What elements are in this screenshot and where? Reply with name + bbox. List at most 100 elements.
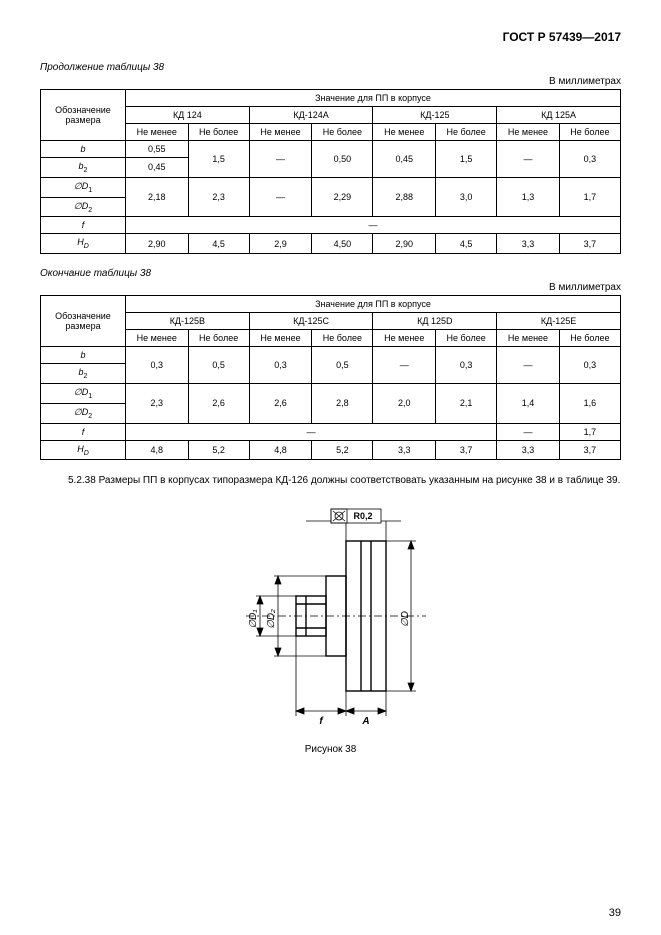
cell: 0,50 [312, 141, 373, 178]
row-b: b [41, 347, 126, 364]
cell: 3,3 [497, 234, 560, 254]
pkg-kd125: КД-125 [373, 107, 497, 124]
row-D2: ∅D2 [41, 197, 126, 217]
cell: — [249, 141, 312, 178]
row-f: f [41, 423, 126, 440]
table-38-continuation: Обозначениеразмера Значение для ПП в кор… [40, 89, 621, 254]
page-number: 39 [609, 907, 621, 919]
cell: — [126, 423, 497, 440]
cell: 2,9 [249, 234, 312, 254]
cell: 5,2 [188, 440, 249, 460]
dim-D1-label: ∅D₁ [248, 610, 259, 629]
cell: 1,7 [559, 177, 620, 217]
cell: 1,5 [436, 141, 497, 178]
cell: 0,3 [559, 347, 620, 384]
dim-D2-label: ∅D₂ [266, 609, 277, 629]
figure-caption: Рисунок 38 [40, 744, 621, 755]
cell: 0,45 [373, 141, 436, 178]
table-38-end: Обозначениеразмера Значение для ПП в кор… [40, 295, 621, 460]
cell: — [497, 423, 560, 440]
cell: 0,3 [126, 347, 189, 384]
table1-continuation-caption: Продолжение таблицы 38 [40, 62, 621, 73]
pkg-kd125c: КД-125С [249, 313, 373, 330]
max: Не более [312, 124, 373, 141]
cell: — [373, 347, 436, 384]
cell: 2,8 [312, 383, 373, 423]
row-b: b [41, 141, 126, 158]
max: Не более [188, 330, 249, 347]
cell: 4,8 [126, 440, 189, 460]
super-header-1: Значение для ПП в корпусе [126, 90, 621, 107]
pkg-kd125a: КД 125А [497, 107, 621, 124]
cell: 4,5 [436, 234, 497, 254]
cell: 2,29 [312, 177, 373, 217]
dim-A-label: A [361, 716, 369, 727]
max: Не более [559, 124, 620, 141]
cell: 0,5 [188, 347, 249, 384]
row-HD: HD [41, 234, 126, 254]
cell: 1,3 [497, 177, 560, 217]
cell: — [497, 141, 560, 178]
pkg-kd125v: КД-125В [126, 313, 250, 330]
cell: 2,6 [188, 383, 249, 423]
min: Не менее [497, 330, 560, 347]
pkg-kd124: КД 124 [126, 107, 250, 124]
figure-38-svg: R0,2 ∅D ∅D₂ [216, 501, 446, 731]
figure-38: R0,2 ∅D ∅D₂ [40, 501, 621, 755]
table1-end-caption: Окончание таблицы 38 [40, 268, 621, 279]
cell: 1,6 [559, 383, 620, 423]
units-1: В миллиметрах [40, 76, 621, 87]
row-f: f [41, 217, 126, 234]
rowlabel-header-2: Обозначениеразмера [41, 296, 126, 347]
cell: 1,7 [559, 423, 620, 440]
cell: — [249, 177, 312, 217]
rowlabel-header-1: Обозначениеразмера [41, 90, 126, 141]
cell: 0,55 [126, 141, 189, 158]
min: Не менее [373, 330, 436, 347]
cell: 2,18 [126, 177, 189, 217]
cell: 4,50 [312, 234, 373, 254]
cell: 1,4 [497, 383, 560, 423]
cell: 0,3 [249, 347, 312, 384]
cell: 2,88 [373, 177, 436, 217]
cell: 3,7 [559, 440, 620, 460]
row-b2: b2 [41, 364, 126, 384]
cell: 2,90 [126, 234, 189, 254]
max: Не более [436, 330, 497, 347]
row-D1: ∅D1 [41, 177, 126, 197]
pkg-kd124a: КД-124А [249, 107, 373, 124]
cell: 4,5 [188, 234, 249, 254]
super-header-2: Значение для ПП в корпусе [126, 296, 621, 313]
cell: 1,5 [188, 141, 249, 178]
pkg-kd125e: КД-125Е [497, 313, 621, 330]
row-D1: ∅D1 [41, 383, 126, 403]
min: Не менее [126, 330, 189, 347]
units-2: В миллиметрах [40, 282, 621, 293]
max: Не более [559, 330, 620, 347]
cell: 2,1 [436, 383, 497, 423]
cell: 0,3 [436, 347, 497, 384]
cell: 2,0 [373, 383, 436, 423]
cell: 2,6 [249, 383, 312, 423]
cell: 3,0 [436, 177, 497, 217]
cell: — [126, 217, 621, 234]
max: Не более [188, 124, 249, 141]
cell: 2,3 [188, 177, 249, 217]
min: Не менее [126, 124, 189, 141]
cell: 3,3 [373, 440, 436, 460]
cell: 3,7 [436, 440, 497, 460]
cell: 0,5 [312, 347, 373, 384]
min: Не менее [373, 124, 436, 141]
cell: 2,90 [373, 234, 436, 254]
paragraph-5-2-38: 5.2.38 Размеры ПП в корпусах типоразмера… [40, 474, 621, 487]
cell: 3,3 [497, 440, 560, 460]
row-b2: b2 [41, 158, 126, 178]
min: Не менее [497, 124, 560, 141]
cell: 2,3 [126, 383, 189, 423]
tolerance-label: R0,2 [353, 511, 372, 521]
row-HD: HD [41, 440, 126, 460]
cell: 0,45 [126, 158, 189, 178]
cell: 5,2 [312, 440, 373, 460]
max: Не более [436, 124, 497, 141]
dim-D-label: ∅D [400, 611, 411, 627]
